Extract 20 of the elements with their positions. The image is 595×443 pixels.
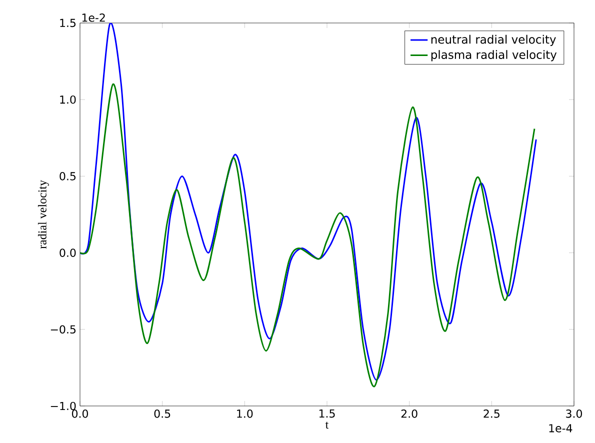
y-tick-label: −0.5 [50,325,76,334]
text: 1e-4 [549,424,572,432]
x-tick-label: 1.0 [237,410,253,418]
x-tick-label: 2.5 [484,410,500,418]
x-tick-label: 1.5 [319,410,335,418]
x-axis-title: t [325,422,329,429]
line-series [80,84,536,387]
x-tick-label: 2.0 [401,410,418,418]
x-tick-label: 0.5 [154,410,170,418]
x-tick-label: 0.0 [72,410,88,418]
legend-label: neutral radial velocity [431,34,556,46]
y-tick-label: 0.5 [60,172,76,180]
x-tick-label: 3.0 [566,410,582,418]
y-tick-label: 1.0 [60,95,76,104]
legend-label: plasma radial velocity [431,50,557,62]
y-axis-title: radial velocity [38,180,49,249]
y-tick-label: −1.0 [50,402,76,410]
y-tick-label: 1.5 [60,18,76,28]
y-tick-label: 0.0 [60,248,76,257]
text: 1e-2 [82,13,105,22]
